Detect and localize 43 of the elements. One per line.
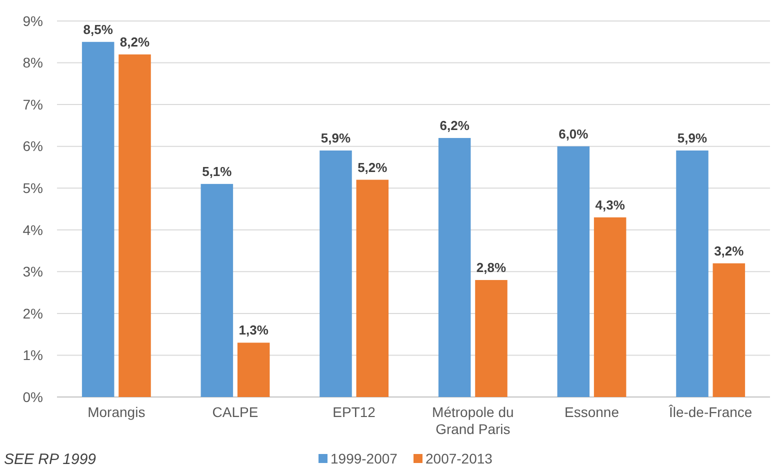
bar bbox=[712, 263, 746, 397]
bar bbox=[237, 342, 270, 397]
bar bbox=[118, 54, 151, 397]
bar bbox=[82, 42, 114, 397]
data-label: 5,1% bbox=[202, 164, 232, 179]
data-label: 4,3% bbox=[595, 197, 626, 212]
bar bbox=[200, 184, 234, 397]
data-label: 8,5% bbox=[83, 22, 114, 37]
x-tick-label: Essonne bbox=[564, 404, 620, 420]
data-label: 1,3% bbox=[238, 322, 269, 338]
bar bbox=[320, 150, 352, 397]
x-tick-label: Île-de-France bbox=[668, 404, 752, 420]
legend-label: 2007-2013 bbox=[426, 450, 493, 466]
bar bbox=[594, 217, 626, 397]
y-tick-label: 1% bbox=[22, 347, 43, 364]
x-tick-label: CALPE bbox=[212, 404, 258, 420]
data-label: 6,0% bbox=[558, 126, 589, 142]
bar bbox=[557, 146, 590, 397]
text: SEE RP 1999 bbox=[4, 451, 97, 468]
x-tick-label: Métropole du Grand Paris bbox=[432, 404, 514, 437]
data-label: 6,2% bbox=[440, 118, 470, 133]
bar bbox=[676, 150, 708, 397]
legend-label: 1999-2007 bbox=[330, 450, 398, 466]
y-tick-label: 7% bbox=[22, 96, 43, 112]
y-tick-label: 4% bbox=[22, 222, 43, 238]
x-tick-label: Morangis bbox=[88, 404, 146, 420]
y-tick-label: 2% bbox=[22, 305, 43, 322]
data-label: 5,2% bbox=[358, 160, 388, 175]
data-label: 8,2% bbox=[120, 34, 150, 50]
y-tick-label: 5% bbox=[22, 180, 43, 196]
y-tick-label: 9% bbox=[22, 12, 43, 29]
data-label: 5,9% bbox=[677, 130, 708, 146]
y-tick-label: 0% bbox=[22, 388, 43, 405]
y-tick-label: 6% bbox=[22, 138, 43, 154]
x-tick-label: EPT12 bbox=[332, 404, 376, 420]
bar bbox=[438, 138, 471, 397]
data-label: 2,8% bbox=[476, 260, 506, 276]
data-label: 5,9% bbox=[320, 130, 352, 146]
bar bbox=[475, 280, 508, 397]
bar bbox=[356, 180, 389, 397]
y-tick-label: 8% bbox=[22, 54, 43, 71]
y-tick-label: 3% bbox=[22, 264, 43, 280]
data-label: 3,2% bbox=[714, 243, 744, 258]
